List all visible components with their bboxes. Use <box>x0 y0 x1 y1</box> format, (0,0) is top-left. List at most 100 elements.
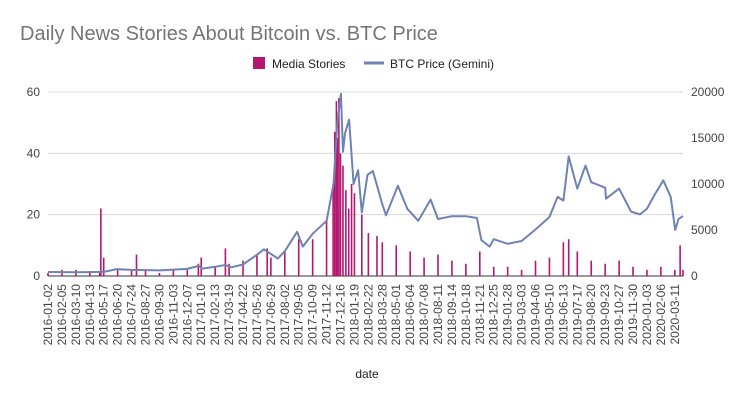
media-stories-bar <box>224 248 227 276</box>
media-stories-bar <box>338 98 340 276</box>
media-stories-bars <box>47 98 684 276</box>
x-tick-label: 2020-03-11 <box>668 284 682 345</box>
media-stories-bar <box>465 263 467 276</box>
x-tick-label: 2016-06-20 <box>111 284 125 346</box>
x-tick-label: 2020-01-03 <box>640 284 654 346</box>
x-tick-label: 2020-02-06 <box>654 284 668 346</box>
right-y-tick-label: 0 <box>691 269 698 283</box>
x-tick-label: 2018-10-18 <box>459 284 473 346</box>
left-y-tick-label: 0 <box>33 269 40 283</box>
x-tick-label: 2019-06-13 <box>556 284 570 346</box>
media-stories-bar <box>335 101 338 276</box>
media-stories-bar <box>342 165 344 276</box>
x-tick-label: 2017-12-16 <box>334 284 348 346</box>
media-stories-bar <box>674 269 676 276</box>
media-stories-bar <box>197 263 200 276</box>
media-stories-bar <box>144 269 147 276</box>
x-tick-label: 2016-05-17 <box>97 284 111 346</box>
x-tick-label: 2018-05-01 <box>389 284 403 346</box>
media-stories-bar <box>567 239 570 276</box>
x-tick-label: 2016-01-02 <box>41 284 55 346</box>
media-stories-bar <box>333 131 336 276</box>
media-stories-bar <box>534 260 537 276</box>
x-tick-label: 2017-04-22 <box>236 284 250 346</box>
media-stories-bar <box>283 251 286 276</box>
x-tick-label: 2019-03-03 <box>515 284 529 346</box>
x-tick-label: 2016-07-24 <box>125 284 139 346</box>
media-stories-bar <box>604 263 606 276</box>
media-stories-bar <box>353 193 356 276</box>
media-stories-bar <box>256 254 258 276</box>
x-tick-label: 2019-11-30 <box>626 284 640 345</box>
right-y-tick-label: 15000 <box>691 131 725 145</box>
x-tick-label: 2017-03-19 <box>222 284 236 346</box>
x-tick-label: 2018-03-28 <box>375 284 389 346</box>
legend-media-stories-label: Media Stories <box>272 57 345 71</box>
media-stories-bar <box>590 260 593 276</box>
media-stories-bar <box>632 266 634 276</box>
media-stories-bar <box>682 269 684 276</box>
media-stories-bar <box>576 251 579 276</box>
media-stories-bar <box>679 245 681 276</box>
x-tick-label: 2019-10-27 <box>612 284 626 346</box>
media-stories-bar <box>361 214 363 276</box>
x-tick-label: 2016-12-07 <box>180 284 194 346</box>
right-y-axis: 0 5000 10000 15000 20000 <box>691 85 725 283</box>
media-stories-bar <box>100 208 102 276</box>
media-stories-bar <box>214 266 216 276</box>
x-tick-label: 2019-05-10 <box>542 284 556 346</box>
media-stories-bar <box>451 260 453 276</box>
media-stories-bar <box>395 245 398 276</box>
x-tick-label: 2016-03-10 <box>69 284 83 346</box>
media-stories-bar <box>130 269 133 276</box>
x-tick-label: 2018-02-22 <box>361 284 375 346</box>
x-tick-label: 2016-08-27 <box>139 284 153 346</box>
right-y-tick-label: 10000 <box>691 177 725 191</box>
x-tick-label: 2016-04-13 <box>83 284 97 346</box>
x-tick-label: 2018-07-08 <box>417 284 431 346</box>
x-tick-label: 2017-09-05 <box>292 284 306 346</box>
x-tick-label: 2016-11-03 <box>166 284 180 345</box>
media-stories-bar <box>618 260 620 276</box>
media-stories-bar <box>339 153 342 276</box>
x-tick-label: 2017-05-26 <box>250 284 264 346</box>
media-stories-bar <box>437 254 439 276</box>
media-stories-bar <box>347 208 350 276</box>
media-stories-bar <box>520 269 523 276</box>
media-stories-bar <box>116 269 119 276</box>
x-tick-label: 2016-02-05 <box>55 284 69 346</box>
x-tick-label: 2017-11-12 <box>320 284 334 345</box>
x-tick-label: 2017-06-29 <box>264 284 278 346</box>
media-stories-bar <box>423 257 425 276</box>
chart-title: Daily News Stories About Bitcoin vs. BTC… <box>20 23 438 45</box>
x-tick-label: 2019-07-17 <box>570 284 584 346</box>
media-stories-bar <box>336 138 339 276</box>
media-stories-bar <box>479 251 481 276</box>
x-tick-label: 2018-11-21 <box>473 284 487 345</box>
x-tick-label: 2019-09-23 <box>598 284 612 346</box>
x-tick-label: 2017-02-13 <box>208 284 222 346</box>
x-tick-label: 2018-12-25 <box>487 284 501 346</box>
x-tick-label: 2019-04-06 <box>529 284 543 346</box>
media-stories-bar <box>297 239 300 276</box>
media-stories-bar <box>660 266 662 276</box>
media-stories-bar <box>47 272 49 276</box>
media-stories-bar <box>562 242 565 276</box>
x-tick-label: 2016-09-30 <box>152 284 166 346</box>
x-tick-label: 2018-08-11 <box>431 284 445 345</box>
left-y-tick-label: 60 <box>27 85 41 99</box>
x-tick-label: 2018-09-14 <box>445 284 459 346</box>
media-stories-bar <box>102 257 105 276</box>
right-y-tick-label: 20000 <box>691 85 725 99</box>
btc-price-line <box>47 92 684 274</box>
media-stories-bar <box>135 254 138 276</box>
legend-btc-price-label: BTC Price (Gemini) <box>390 57 494 71</box>
media-stories-bar <box>376 236 378 276</box>
media-stories-bar <box>158 272 161 276</box>
media-stories-bar <box>172 269 175 276</box>
x-tick-label: 2018-06-04 <box>403 284 417 346</box>
x-axis: 2016-01-02 2016-02-05 2016-03-10 2016-04-13… <box>41 284 682 346</box>
media-stories-bar <box>88 272 91 276</box>
media-stories-bar <box>270 257 272 276</box>
